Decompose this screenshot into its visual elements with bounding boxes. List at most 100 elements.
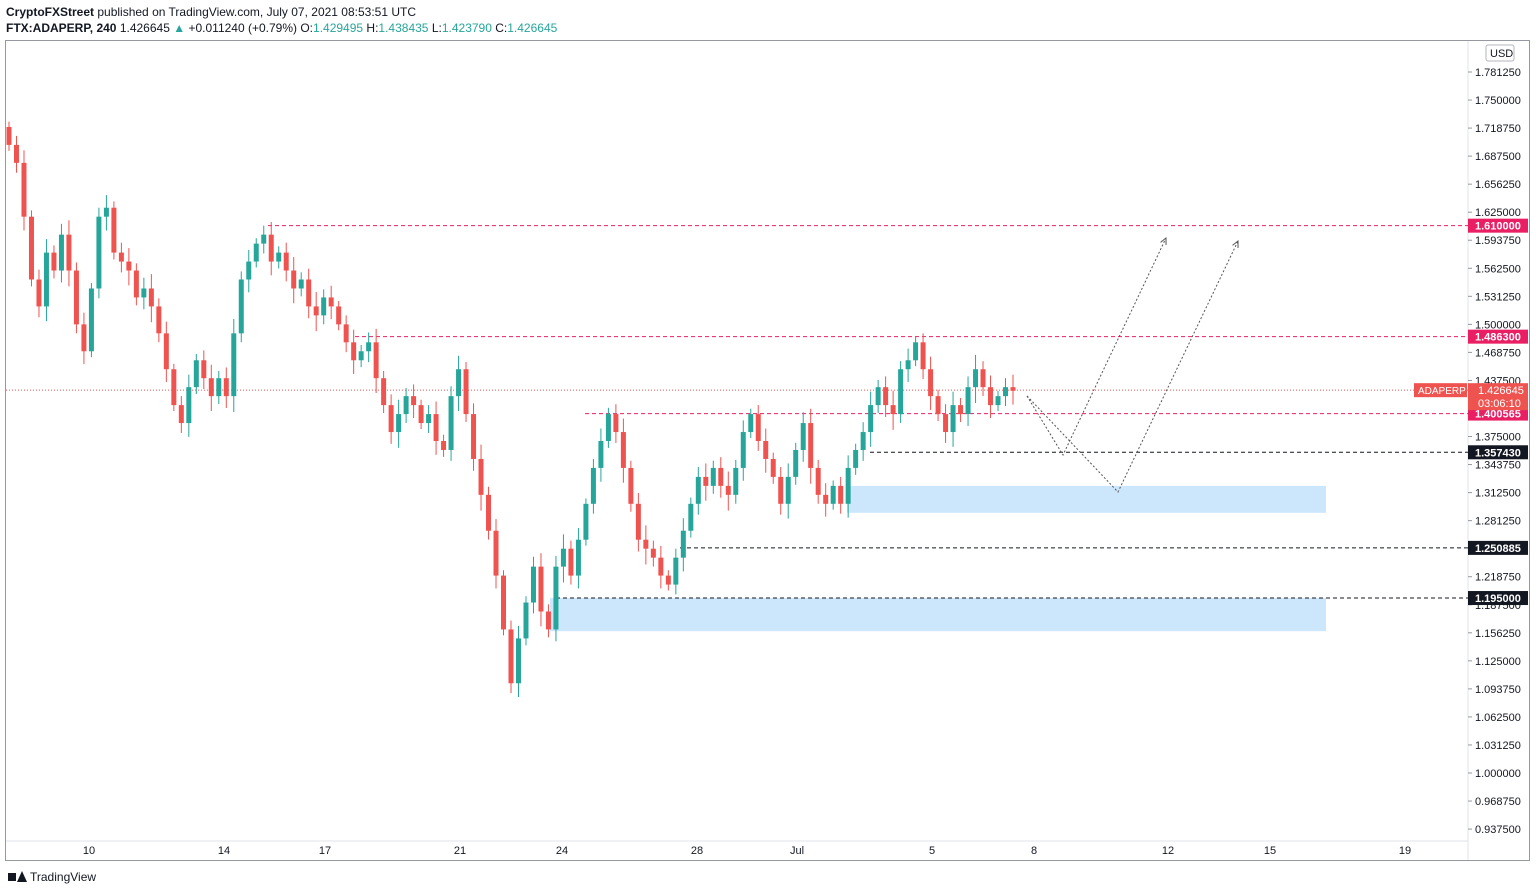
candle-body xyxy=(171,369,177,406)
candle-body xyxy=(770,458,776,477)
projection-path xyxy=(1026,237,1167,457)
level-badge xyxy=(1468,329,1528,344)
candle-body xyxy=(1003,387,1009,397)
candle-body xyxy=(853,449,859,468)
candle-body xyxy=(905,360,911,370)
candle-body xyxy=(643,539,649,549)
candle-body xyxy=(523,602,529,639)
projection-path xyxy=(1026,240,1239,493)
candle-body xyxy=(508,629,514,684)
candle-body xyxy=(6,126,12,145)
candle-body xyxy=(441,441,447,450)
candle-body xyxy=(665,575,671,585)
level-badge-label: 1.400565 xyxy=(1475,409,1521,421)
candle-body xyxy=(605,414,611,442)
candle-body xyxy=(163,333,169,370)
open-label: O: xyxy=(300,21,314,35)
level-badge-label: 1.250885 xyxy=(1475,543,1521,555)
candle-body xyxy=(935,396,941,415)
y-tick-label: 1.125000 xyxy=(1475,656,1521,668)
candle-body xyxy=(493,530,499,576)
candle-body xyxy=(433,414,439,442)
y-tick-label: 1.343750 xyxy=(1475,460,1521,472)
x-tick-label: 17 xyxy=(319,845,331,857)
candle-body xyxy=(553,566,559,630)
y-tick-label: 0.937500 xyxy=(1475,824,1521,836)
x-tick-label: 5 xyxy=(929,845,935,857)
candle-body xyxy=(43,252,49,307)
y-tick-label: 1.656250 xyxy=(1475,179,1521,191)
candle-body xyxy=(58,234,64,271)
y-tick-label: 1.312500 xyxy=(1475,488,1521,500)
candle-body xyxy=(785,476,791,504)
candle-body xyxy=(366,342,372,352)
candle-body xyxy=(695,476,701,504)
candle-body xyxy=(478,458,484,495)
low-value: 1.423790 xyxy=(441,21,492,35)
candle-body xyxy=(148,288,154,307)
candle-body xyxy=(800,423,806,450)
candle-body xyxy=(426,414,432,424)
candle-body xyxy=(1010,387,1016,391)
y-tick-label: 1.218750 xyxy=(1475,572,1521,584)
candle-body xyxy=(883,387,889,406)
candle-body xyxy=(568,548,574,576)
level-badge xyxy=(1468,218,1528,233)
y-tick-label: 1.062500 xyxy=(1475,712,1521,724)
candle-body xyxy=(628,467,634,504)
candle-body xyxy=(456,369,462,397)
level-badge xyxy=(1468,540,1528,555)
candle-body xyxy=(830,485,836,504)
candle-body xyxy=(673,557,679,585)
candle-body xyxy=(141,288,147,298)
candle-body xyxy=(650,548,656,558)
candle-body xyxy=(418,405,424,424)
candle-body xyxy=(306,279,312,307)
candle-body xyxy=(538,566,544,612)
candle-body xyxy=(471,414,477,459)
candle-body xyxy=(238,279,244,334)
close-value: 1.426645 xyxy=(507,21,558,35)
candle-body xyxy=(875,387,881,406)
candle-body xyxy=(186,387,192,424)
countdown-label: 03:06:10 xyxy=(1478,398,1521,410)
y-tick-label: 1.718750 xyxy=(1475,123,1521,135)
level-badge-label: 1.610000 xyxy=(1475,221,1521,233)
candle-body xyxy=(823,494,829,504)
candle-body xyxy=(21,162,27,217)
low-label: L: xyxy=(431,21,442,35)
x-tick-label: 12 xyxy=(1162,845,1174,857)
symbol-label[interactable]: FTX:ADAPERP, 240 xyxy=(6,21,117,35)
candle-body xyxy=(995,396,1001,406)
candle-body xyxy=(486,494,492,531)
publish-info: published on TradingView.com, July 07, 2… xyxy=(97,5,417,19)
y-tick-label: 1.750000 xyxy=(1475,95,1521,107)
candle-body xyxy=(373,342,379,379)
candle-body xyxy=(845,467,851,504)
y-tick-label: 1.281250 xyxy=(1475,516,1521,528)
candle-body xyxy=(178,405,184,424)
symbol-badge-label: ADAPERP xyxy=(1418,386,1466,397)
candle-body xyxy=(81,324,87,352)
candle-body xyxy=(740,432,746,468)
candle-body xyxy=(950,405,956,433)
candle-body xyxy=(688,503,694,531)
candle-body xyxy=(336,306,342,325)
candle-body xyxy=(838,485,844,504)
candle-body xyxy=(28,216,34,280)
candle-body xyxy=(51,252,57,271)
author-name[interactable]: CryptoFXStreet xyxy=(6,5,95,19)
x-tick-label: 14 xyxy=(218,845,230,857)
candle-body xyxy=(725,485,731,495)
open-value: 1.429495 xyxy=(313,21,364,35)
y-tick-label: 0.968750 xyxy=(1475,796,1521,808)
candle-body xyxy=(208,378,214,397)
candle-body xyxy=(973,369,979,388)
candle-body xyxy=(928,369,934,397)
y-tick-label: 1.687500 xyxy=(1475,151,1521,163)
footer-brand[interactable]: TradingView xyxy=(8,870,96,884)
projection-arrowhead xyxy=(1232,239,1239,249)
candle-body xyxy=(13,144,19,163)
x-tick-label: 15 xyxy=(1264,845,1276,857)
